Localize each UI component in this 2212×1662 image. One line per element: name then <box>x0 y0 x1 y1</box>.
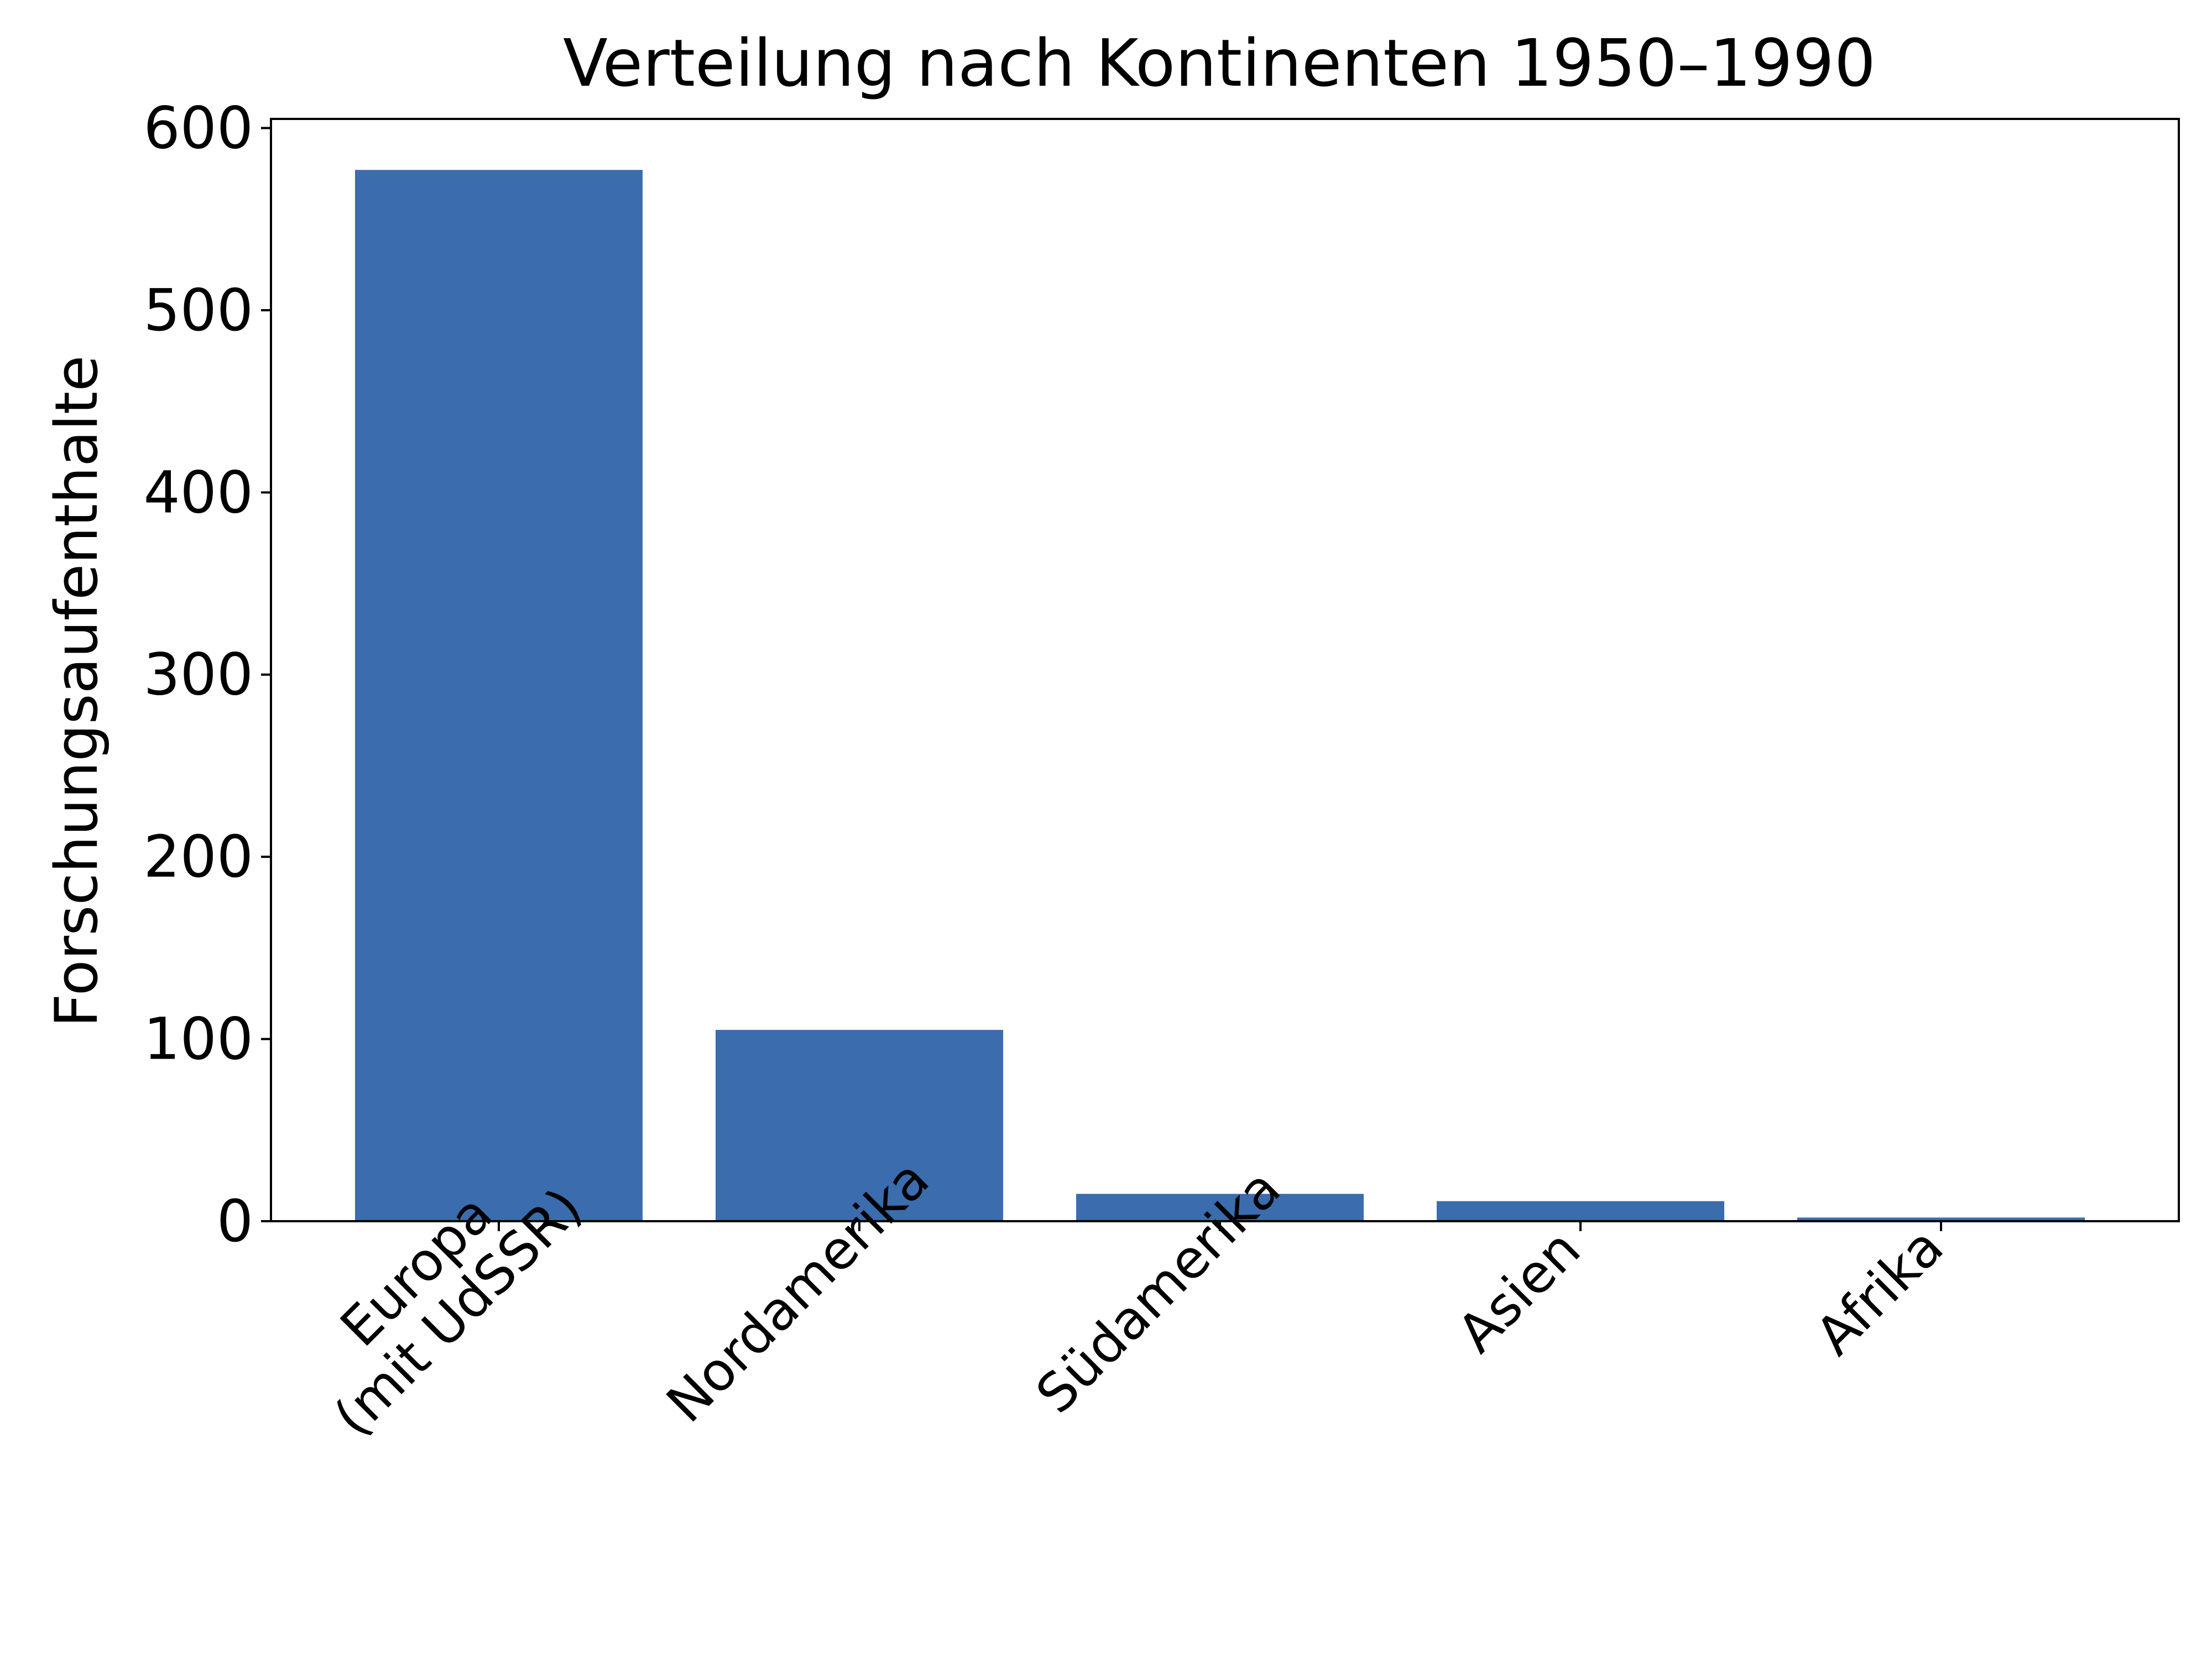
bar-2 <box>1076 1194 1364 1221</box>
y-tick-label-6: 600 <box>143 94 253 161</box>
y-tick-label-1: 100 <box>143 1005 253 1073</box>
y-tick-label-4: 400 <box>143 459 253 526</box>
plot-area <box>355 170 2085 1221</box>
y-tick-label-2: 200 <box>143 823 253 890</box>
y-tick-label-5: 500 <box>143 277 253 344</box>
y-tick-label-3: 300 <box>143 641 253 708</box>
bar-4 <box>1797 1217 2085 1221</box>
chart-title: Verteilung nach Kontinenten 1950–1990 <box>563 25 1876 101</box>
bar-0 <box>355 170 643 1221</box>
bar-1 <box>716 1030 1003 1221</box>
y-axis: 0 100 200 300 400 500 600 <box>143 94 271 1255</box>
x-tick-label-3: Asien <box>1446 1218 1592 1364</box>
y-tick-label-0: 0 <box>217 1187 253 1255</box>
y-axis-label: Forschungsaufenthalte <box>43 356 111 1028</box>
x-tick-label-3-line-0: Asien <box>1446 1218 1592 1364</box>
plot-frame <box>270 118 2180 1222</box>
bar-3 <box>1437 1201 1724 1221</box>
x-tick-label-4-line-0: Afrika <box>1804 1216 1955 1367</box>
x-tick-label-4: Afrika <box>1804 1216 1955 1367</box>
